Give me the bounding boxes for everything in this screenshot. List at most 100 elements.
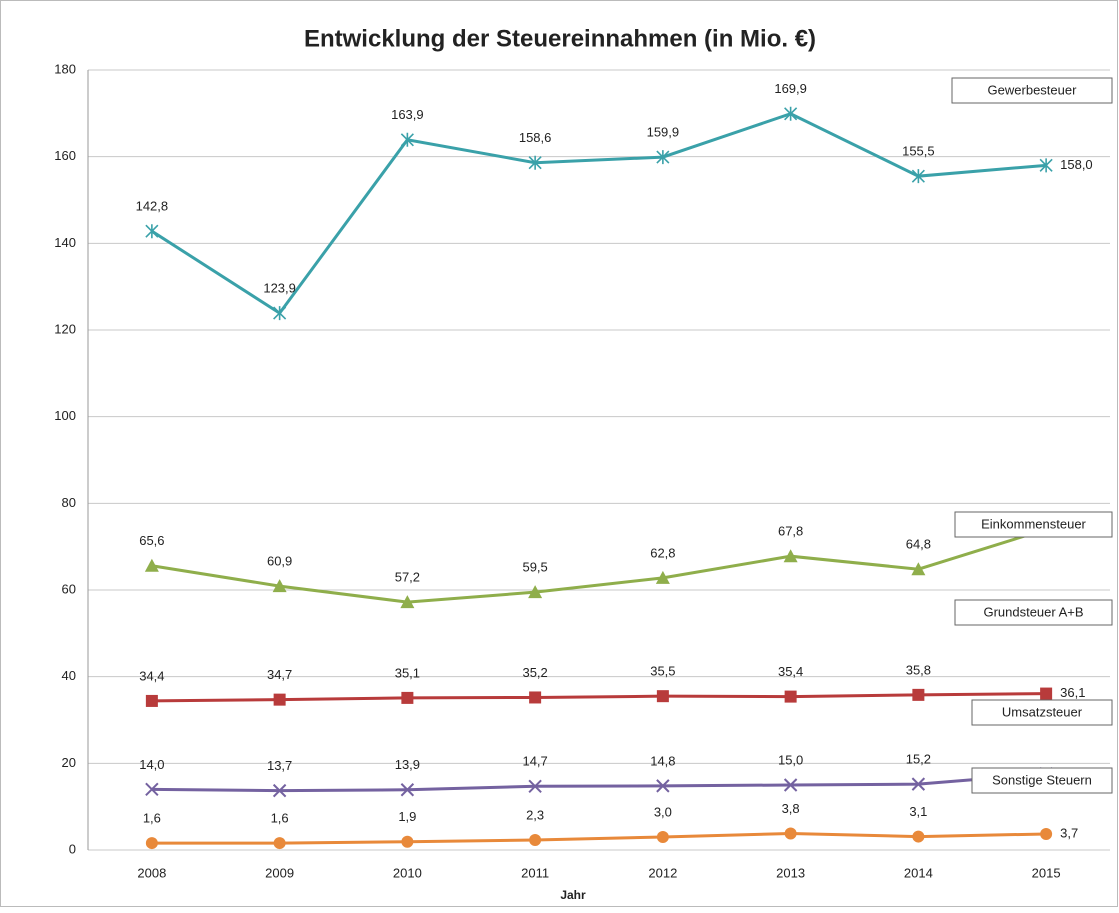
data-label: 158,0	[1060, 157, 1093, 172]
legend-label: Grundsteuer A+B	[983, 604, 1083, 619]
marker	[400, 783, 415, 797]
y-tick-label: 120	[54, 321, 76, 336]
x-tick-label: 2012	[648, 865, 677, 880]
y-tick-label: 80	[62, 495, 76, 510]
legend-box	[954, 511, 1113, 538]
marker	[783, 549, 798, 563]
x-tick-label: 2013	[776, 865, 805, 880]
data-label: 15,0	[778, 752, 803, 767]
series-line	[151, 772, 1047, 793]
legend-box	[954, 599, 1113, 626]
data-label: 57,2	[395, 570, 420, 585]
data-label: 158,6	[519, 130, 552, 145]
x-tick-label: 2009	[265, 865, 294, 880]
y-tick-label: 140	[54, 235, 76, 250]
marker	[273, 306, 287, 321]
data-label: 34,4	[139, 668, 164, 683]
marker	[911, 777, 926, 791]
marker	[401, 835, 414, 848]
marker	[273, 693, 286, 706]
marker	[272, 579, 287, 593]
data-label: 14,8	[650, 753, 675, 768]
x-tick-label: 2010	[393, 865, 422, 880]
marker	[656, 831, 669, 843]
marker	[145, 224, 159, 239]
data-label: 1,6	[143, 811, 161, 826]
legend-box	[971, 699, 1113, 726]
data-label: 3,8	[782, 801, 800, 816]
series-line	[151, 527, 1047, 604]
marker	[400, 132, 414, 147]
y-tick-label: 60	[62, 581, 76, 596]
marker	[655, 570, 670, 584]
data-label: 13,7	[267, 758, 292, 773]
data-label: 35,8	[906, 662, 931, 677]
marker	[529, 691, 542, 704]
data-label: 142,8	[136, 199, 169, 214]
data-label: 60,9	[267, 554, 292, 569]
x-tick-label: 2008	[137, 865, 166, 880]
marker	[1040, 687, 1053, 700]
marker	[528, 779, 542, 794]
marker	[911, 562, 926, 576]
data-label: 1,9	[398, 809, 416, 824]
y-tick-label: 160	[54, 148, 76, 163]
data-label: 159,9	[647, 125, 680, 140]
data-label: 13,9	[395, 757, 420, 772]
y-tick-label: 40	[62, 668, 76, 683]
y-tick-label: 20	[62, 755, 76, 770]
marker	[912, 688, 925, 701]
data-label: 35,1	[395, 665, 420, 680]
data-label: 1,6	[271, 811, 289, 826]
legend-box	[951, 77, 1113, 104]
marker	[912, 830, 925, 843]
marker	[656, 690, 669, 703]
data-label: 36,1	[1060, 685, 1085, 700]
data-label: 35,2	[522, 665, 547, 680]
legend-label: Einkommensteuer	[981, 516, 1086, 531]
x-tick-label: 2014	[904, 865, 933, 880]
data-label: 3,7	[1060, 825, 1078, 840]
marker	[144, 558, 159, 572]
data-label: 169,9	[774, 81, 807, 96]
marker	[911, 169, 925, 184]
chart-title: Entwicklung der Steuereinnahmen (in Mio.…	[304, 25, 816, 52]
legend-label: Gewerbesteuer	[988, 82, 1078, 97]
marker	[656, 779, 670, 793]
x-tick-label: 2015	[1032, 865, 1061, 880]
data-label: 155,5	[902, 144, 935, 159]
marker	[529, 834, 542, 847]
marker	[272, 783, 287, 798]
marker	[145, 837, 158, 850]
data-label: 35,4	[778, 664, 803, 679]
marker	[273, 837, 286, 850]
data-label: 62,8	[650, 545, 675, 560]
y-tick-label: 0	[69, 841, 76, 856]
data-label: 67,8	[778, 524, 803, 539]
marker	[784, 827, 797, 840]
marker	[656, 150, 670, 165]
data-label: 64,8	[906, 537, 931, 552]
data-label: 123,9	[263, 281, 296, 296]
series-line	[151, 832, 1047, 845]
x-axis-title: Jahr	[560, 888, 586, 902]
marker	[528, 585, 543, 599]
data-label: 34,7	[267, 667, 292, 682]
legend-label: Umsatzsteuer	[1002, 704, 1083, 719]
series-line	[151, 112, 1047, 316]
marker	[145, 694, 158, 707]
marker	[783, 778, 798, 792]
data-label: 35,5	[650, 664, 675, 679]
marker	[784, 106, 798, 121]
series-line	[151, 692, 1047, 703]
legend-box	[971, 767, 1113, 794]
marker	[401, 691, 414, 704]
data-label: 3,0	[654, 804, 672, 819]
data-label: 14,7	[522, 754, 547, 769]
x-tick-label: 2011	[521, 865, 549, 880]
marker	[528, 155, 542, 170]
data-label: 2,3	[526, 807, 544, 822]
data-label: 59,5	[522, 560, 547, 575]
